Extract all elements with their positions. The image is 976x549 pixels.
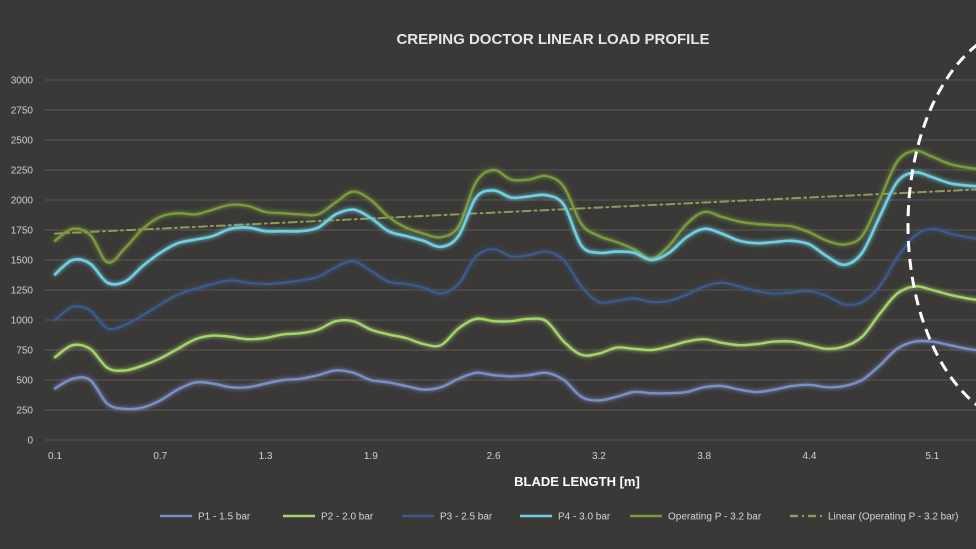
- x-tick-label: 3.2: [592, 451, 606, 462]
- x-axis-ticks: 0.1 0.7 1.3 1.9 2.6 3.2 3.8 4.4 5.1: [48, 451, 940, 462]
- y-tick-label: 0: [27, 436, 33, 447]
- x-tick-label: 1.3: [259, 451, 273, 462]
- series-lines: [53, 149, 976, 411]
- series-line-p2-2-0-bar: [53, 285, 976, 372]
- legend-label: Operating P - 3.2 bar: [668, 512, 762, 523]
- y-tick-label: 250: [16, 406, 33, 417]
- y-tick-label: 500: [16, 376, 33, 387]
- grid-lines: [45, 79, 976, 441]
- y-tick-label: 2500: [11, 136, 34, 147]
- chart-title: CREPING DOCTOR LINEAR LOAD PROFILE: [396, 31, 709, 48]
- y-tick-label: 1500: [11, 256, 34, 267]
- highlight-ellipse: [906, 43, 976, 407]
- y-tick-label: 750: [16, 346, 33, 357]
- x-tick-label: 1.9: [364, 451, 378, 462]
- series-line-p3-2-5-bar: [53, 227, 976, 331]
- series-line-p1-1-5-bar: [53, 339, 976, 411]
- y-tick-label: 1000: [11, 316, 34, 327]
- x-tick-label: 0.7: [153, 451, 167, 462]
- y-tick-label: 2750: [11, 106, 34, 117]
- x-tick-label: 4.4: [803, 451, 817, 462]
- series-line-operating-p-3-2-bar: [53, 149, 976, 264]
- y-tick-label: 1750: [11, 226, 34, 237]
- legend-label: P4 - 3.0 bar: [558, 512, 611, 523]
- series-line-linear-operating-p-3-2-bar: [54, 188, 976, 235]
- x-tick-label: 3.8: [697, 451, 711, 462]
- legend-label: P1 - 1.5 bar: [198, 512, 251, 523]
- series-line-p4-3-0-bar: [53, 171, 976, 286]
- x-axis-label: BLADE LENGTH [m]: [514, 474, 640, 489]
- legend: P1 - 1.5 bar P2 - 2.0 bar P3 - 2.5 bar P4 -…: [160, 512, 958, 523]
- x-tick-label: 2.6: [487, 451, 501, 462]
- legend-label: Linear (Operating P - 3.2 bar): [828, 512, 958, 523]
- y-tick-label: 1250: [11, 286, 34, 297]
- legend-label: P3 - 2.5 bar: [440, 512, 493, 523]
- y-tick-label: 2000: [11, 196, 34, 207]
- x-tick-label: 0.1: [48, 451, 62, 462]
- legend-label: P2 - 2.0 bar: [321, 512, 374, 523]
- y-tick-label: 3000: [11, 76, 34, 87]
- y-axis-ticks: 0 250 500 750 1000 1250 1500 1750 2000 2250 2500 27…: [11, 76, 34, 447]
- x-tick-label: 5.1: [925, 451, 939, 462]
- y-tick-label: 2250: [11, 166, 34, 177]
